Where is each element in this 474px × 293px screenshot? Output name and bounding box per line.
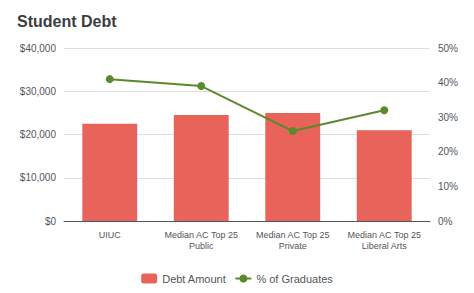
svg-text:$10,000: $10,000 bbox=[20, 172, 57, 183]
svg-text:$30,000: $30,000 bbox=[20, 86, 57, 97]
svg-text:UIUC: UIUC bbox=[99, 230, 121, 240]
svg-text:Student Debt: Student Debt bbox=[17, 13, 117, 30]
svg-text:Median AC Top 25: Median AC Top 25 bbox=[165, 230, 238, 240]
svg-text:Median AC Top 25: Median AC Top 25 bbox=[256, 230, 329, 240]
svg-text:20%: 20% bbox=[438, 146, 458, 157]
svg-text:$40,000: $40,000 bbox=[20, 43, 57, 54]
svg-text:10%: 10% bbox=[438, 181, 458, 192]
svg-text:% of Graduates: % of Graduates bbox=[256, 273, 333, 285]
svg-text:0%: 0% bbox=[438, 216, 453, 227]
svg-text:30%: 30% bbox=[438, 112, 458, 123]
svg-text:Private: Private bbox=[279, 241, 307, 251]
svg-text:Debt Amount: Debt Amount bbox=[162, 273, 226, 285]
svg-text:$20,000: $20,000 bbox=[20, 129, 57, 140]
svg-text:40%: 40% bbox=[438, 77, 458, 88]
svg-text:Median AC Top 25: Median AC Top 25 bbox=[348, 230, 421, 240]
svg-text:Liberal Arts: Liberal Arts bbox=[362, 241, 408, 251]
svg-text:$0: $0 bbox=[45, 216, 57, 227]
svg-text:Public: Public bbox=[189, 241, 214, 251]
svg-text:50%: 50% bbox=[438, 43, 458, 54]
